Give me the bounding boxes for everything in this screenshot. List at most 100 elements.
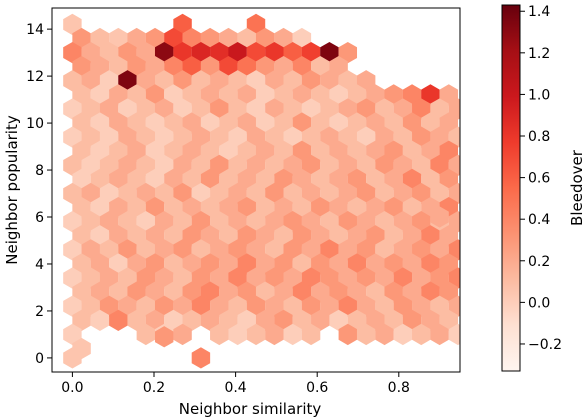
hex-cell: [265, 126, 284, 148]
hex-cell: [164, 140, 183, 162]
hex-cell: [182, 168, 201, 191]
colorbar-tick-label: 0.0: [528, 295, 550, 311]
hex-cell: [265, 182, 284, 205]
hex-cell: [136, 211, 156, 233]
hex-cell: [63, 347, 82, 369]
hex-cell: [292, 140, 312, 162]
hex-cell: [136, 126, 156, 148]
hex-cell: [311, 168, 330, 191]
hex-cell: [237, 309, 257, 331]
colorbar-tick-label: 0.2: [528, 254, 550, 270]
hex-cell: [154, 295, 174, 317]
hex-cell: [200, 225, 220, 247]
hex-cell: [63, 323, 82, 346]
hex-cell: [439, 253, 458, 275]
hex-cell: [228, 295, 247, 317]
hex-cell: [311, 140, 330, 162]
x-tick-label: 0.4: [224, 380, 246, 396]
hex-cell: [210, 295, 229, 317]
colorbar-ticks: −0.2 0.0 0.2 0.4 0.6 0.8 1.0 1.2 1.4: [520, 4, 562, 353]
hex-cell: [63, 126, 82, 148]
hex-cell: [375, 154, 394, 176]
hex-cell: [164, 196, 183, 219]
hex-cell: [301, 211, 321, 233]
hex-cell: [265, 41, 284, 64]
hex-cell: [311, 196, 330, 219]
hex-cell: [430, 126, 449, 148]
hex-cell: [191, 98, 211, 120]
hex-cell: [366, 281, 385, 303]
hex-cell: [99, 154, 119, 176]
hex-cell: [118, 154, 137, 176]
hex-cell: [109, 140, 128, 162]
hex-cell: [329, 309, 348, 331]
hex-cell: [375, 323, 394, 346]
hex-cell: [246, 211, 266, 233]
hex-cell: [72, 140, 91, 162]
hex-cell: [164, 84, 183, 106]
hex-cell: [81, 41, 100, 64]
hex-cell: [173, 13, 192, 36]
hex-cell: [228, 182, 247, 205]
hex-cell: [81, 182, 100, 205]
hex-cell: [301, 267, 321, 289]
hex-cell: [356, 98, 376, 120]
hex-cell: [375, 267, 394, 289]
hex-cell: [439, 84, 458, 106]
hex-cell: [63, 70, 82, 92]
hex-cell: [366, 112, 385, 134]
hex-cell: [90, 112, 110, 134]
hex-cell: [347, 309, 367, 331]
hex-cell: [154, 126, 174, 148]
hex-cell: [136, 295, 156, 317]
hex-cell: [356, 70, 376, 92]
hex-cell: [265, 70, 284, 92]
y-tick-label: 0: [35, 351, 44, 367]
hex-cell: [283, 70, 302, 92]
hex-cell: [255, 56, 275, 78]
hex-cell: [430, 206, 449, 228]
colorbar-tick-label: 0.8: [528, 129, 550, 145]
hex-cell: [154, 239, 174, 261]
hex-cell: [228, 98, 247, 120]
hex-cell: [255, 112, 275, 134]
hex-cell: [375, 126, 394, 148]
hex-cell: [154, 326, 174, 348]
hex-cell: [301, 182, 321, 205]
hex-cell: [439, 225, 458, 247]
hex-cell: [219, 56, 238, 78]
hex-cell: [375, 239, 394, 261]
hex-cell: [384, 168, 403, 191]
hex-cell: [412, 154, 431, 176]
hex-cell: [402, 281, 422, 303]
hex-cell: [301, 295, 321, 317]
hex-cell: [311, 56, 330, 78]
hex-cell: [283, 182, 302, 205]
hex-cell: [90, 140, 110, 162]
hex-cell: [292, 253, 312, 275]
hex-cell: [136, 182, 156, 205]
hex-cell: [292, 309, 312, 331]
hex-cell: [127, 140, 146, 162]
hex-cell: [164, 168, 183, 191]
hex-cell: [210, 70, 229, 92]
hex-cell: [329, 112, 348, 134]
hex-cell: [283, 323, 302, 346]
hex-cell: [200, 140, 220, 162]
hex-cell: [421, 309, 440, 331]
hex-cell: [90, 56, 110, 78]
hex-cell: [145, 112, 165, 134]
hex-cell: [292, 196, 312, 219]
hex-cell: [182, 140, 201, 162]
hex-cell: [145, 168, 165, 191]
hex-cell: [338, 126, 358, 148]
hex-cell: [421, 168, 440, 191]
hex-cell: [72, 225, 91, 247]
hex-cell: [191, 347, 211, 369]
hex-cell: [265, 211, 284, 233]
hex-cell: [246, 323, 266, 346]
hex-cell: [412, 211, 431, 233]
hex-cell: [127, 112, 146, 134]
x-axis-ticks: 0.0 0.2 0.4 0.6 0.8: [61, 372, 410, 396]
y-tick-label: 8: [35, 163, 44, 179]
